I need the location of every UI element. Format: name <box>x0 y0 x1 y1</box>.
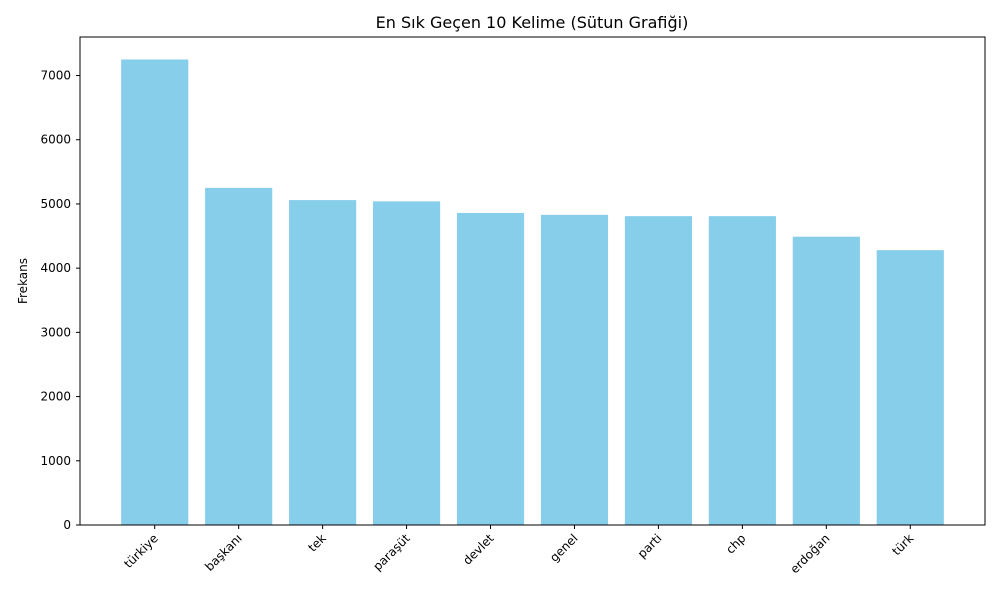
bar-genel <box>540 214 609 526</box>
y-tick-label: 4000 <box>40 261 71 275</box>
x-tick-label: devlet <box>460 531 497 568</box>
x-tick-label: türk <box>889 531 916 558</box>
plot-area-frame <box>79 36 986 526</box>
y-tick-label: 1000 <box>40 454 71 468</box>
x-tick-label: başkanı <box>202 531 245 574</box>
x-tick-label: genel <box>547 531 580 564</box>
y-axis-ticks: 0 1000 2000 3000 4000 5000 6000 7000 <box>40 69 80 532</box>
y-tick-label: 6000 <box>40 133 71 147</box>
y-tick-label: 3000 <box>40 325 71 339</box>
bar-türkiye <box>121 59 189 525</box>
bars-group <box>121 59 944 526</box>
bar-başkanı <box>205 187 273 525</box>
bar-erdoğan <box>792 236 860 525</box>
y-axis-label: Frekans <box>16 258 30 304</box>
y-tick-label: 5000 <box>40 197 71 211</box>
x-tick-label: paraşüt <box>370 531 413 574</box>
x-tick-label: parti <box>635 531 665 561</box>
x-tick-label: tek <box>305 531 328 554</box>
chart-title: En Sık Geçen 10 Kelime (Sütun Grafiği) <box>376 13 689 32</box>
bar-chp <box>708 216 776 525</box>
x-tick-label: chp <box>723 531 748 556</box>
x-axis-ticks: türkiye başkanı tek paraşüt devlet genel parti… <box>121 525 916 576</box>
y-tick-label: 2000 <box>40 390 71 404</box>
y-tick-label: 7000 <box>40 69 71 83</box>
bar-tek <box>289 200 357 525</box>
bar-parti <box>624 216 693 525</box>
bar-devlet <box>456 212 525 525</box>
bar-paraşüt <box>372 201 441 525</box>
y-tick-label: 0 <box>63 518 71 532</box>
x-tick-label: türkiye <box>121 531 161 571</box>
bar-türk <box>876 250 944 525</box>
x-tick-label: erdoğan <box>787 531 832 576</box>
